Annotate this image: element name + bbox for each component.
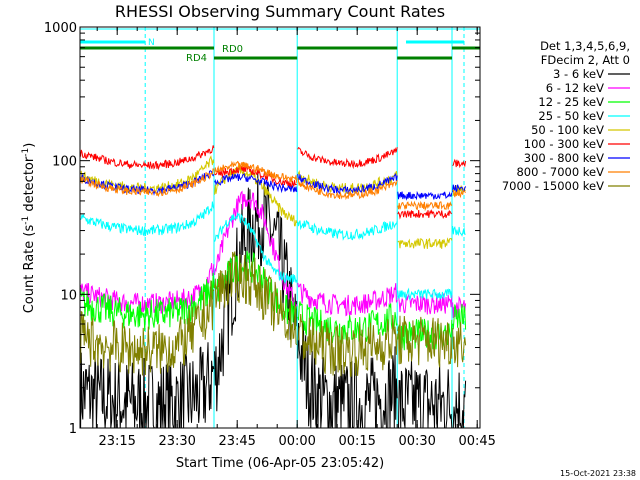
series-line xyxy=(297,147,398,170)
legend-entry: 12 - 25 keV xyxy=(538,95,604,109)
x-tick-label: 00:15 xyxy=(338,434,375,449)
rd4-label: RD4 xyxy=(186,53,207,64)
legend-entry: 25 - 50 keV xyxy=(538,109,604,123)
legend: Det 1,3,4,5,6,9,FDecim 2, Att 03 - 6 keV… xyxy=(502,39,630,193)
plot-frame xyxy=(79,26,481,429)
y-tick-label: 1 xyxy=(69,422,77,437)
series-line xyxy=(452,225,466,237)
series-line xyxy=(397,237,453,249)
x-axis-label: Start Time (06-Apr-05 23:05:42) xyxy=(176,456,384,471)
data-series xyxy=(80,145,467,429)
x-tick-label: 23:45 xyxy=(218,434,255,449)
series-line xyxy=(397,360,453,429)
series-line xyxy=(297,170,398,195)
x-tick-label: 00:30 xyxy=(398,434,435,449)
legend-entry: 7000 - 15000 keV xyxy=(502,179,604,193)
night-label: N xyxy=(148,38,155,48)
x-tick-label: 00:45 xyxy=(458,434,495,449)
series-line xyxy=(297,177,398,201)
series-line xyxy=(80,280,215,376)
rd0-label: RD0 xyxy=(222,44,243,55)
legend-entry: 800 - 7000 keV xyxy=(516,165,604,179)
y-tick-label: 100 xyxy=(52,155,77,170)
series-line xyxy=(80,201,215,237)
x-tick-label: 00:00 xyxy=(278,434,315,449)
series-line xyxy=(397,315,453,368)
series-line xyxy=(397,293,453,315)
legend-entry: 300 - 800 keV xyxy=(524,151,604,165)
series-line xyxy=(297,219,398,241)
x-tick-label: 23:30 xyxy=(158,434,195,449)
series-line xyxy=(214,251,298,348)
legend-entry: 50 - 100 keV xyxy=(531,123,604,137)
series-line xyxy=(80,342,215,429)
series-line xyxy=(80,168,215,198)
series-line xyxy=(452,303,467,330)
legend-header: FDecim 2, Att 0 xyxy=(541,53,630,67)
legend-entry: 6 - 12 keV xyxy=(546,81,604,95)
series-line xyxy=(297,282,398,317)
y-axis-label: Count Rate (s-1 detector-1) xyxy=(21,143,37,314)
series-line xyxy=(297,172,398,195)
series-line xyxy=(214,160,298,183)
x-tick-label: 23:15 xyxy=(98,434,135,449)
series-line xyxy=(80,262,215,315)
series-line xyxy=(397,190,453,201)
series-line xyxy=(80,272,215,332)
axes: 23:15 23:30 23:45 00:00 00:15 00:30 00:45 1 10 10… xyxy=(44,21,496,449)
series-line xyxy=(297,313,398,377)
series-line xyxy=(397,200,453,212)
y-tick-label: 10 xyxy=(60,288,77,303)
series-line xyxy=(452,295,467,319)
series-line xyxy=(452,322,467,368)
series-line xyxy=(397,287,453,301)
series-line xyxy=(214,172,298,194)
legend-entry: 3 - 6 keV xyxy=(553,67,604,81)
attenuator-bars: N RD0 RD4 xyxy=(79,27,480,428)
series-line xyxy=(452,189,466,199)
chart-title: RHESSI Observing Summary Count Rates xyxy=(115,2,445,21)
series-line xyxy=(214,190,298,310)
series-line xyxy=(397,209,452,220)
legend-header: Det 1,3,4,5,6,9, xyxy=(540,39,630,53)
y-tick-label: 1000 xyxy=(44,21,77,36)
plot-timestamp: 15-Oct-2021 23:38 xyxy=(560,469,636,478)
series-line xyxy=(214,211,298,285)
legend-entry: 100 - 300 keV xyxy=(524,137,604,151)
series-line xyxy=(452,158,467,169)
series-line xyxy=(80,145,215,171)
